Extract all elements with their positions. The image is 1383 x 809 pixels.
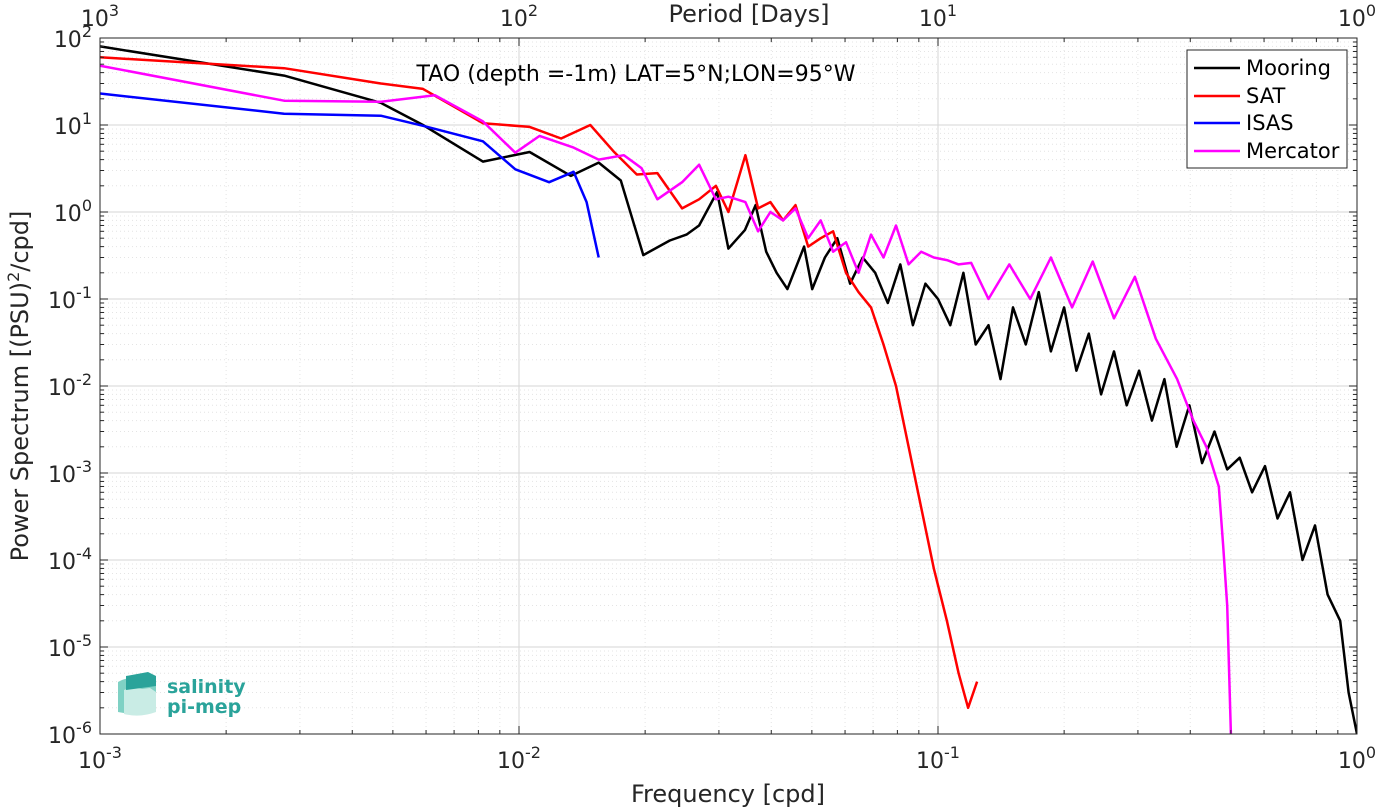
top-tick-label: 100 <box>1338 1 1376 32</box>
logo-wave-top <box>126 672 156 690</box>
y-axis-title-main: Power Spectrum [(PSU) <box>6 282 34 561</box>
salinity-pimep-logo: salinity pi-mep <box>118 672 246 718</box>
x-axis-title: Frequency [cpd] <box>631 780 825 808</box>
legend-label-mooring: Mooring <box>1246 56 1331 80</box>
y-tick-label: 102 <box>54 22 92 53</box>
y-axis-title-sup: 2 <box>4 272 23 282</box>
y-tick-label: 10-1 <box>48 283 92 314</box>
y-tick-label: 10-3 <box>48 457 92 488</box>
x-tick-label: 10-1 <box>916 743 960 774</box>
logo-line2: pi-mep <box>167 696 241 718</box>
y-axis-title: Power Spectrum [(PSU)2/cpd] <box>4 211 34 562</box>
legend-label-sat: SAT <box>1246 84 1285 108</box>
legend-label-mercator: Mercator <box>1246 139 1340 163</box>
tick-marks <box>99 37 1358 735</box>
x-tick-label: 10-2 <box>497 743 541 774</box>
chart-title: TAO (depth =-1m) LAT=5°N;LON=95°W <box>416 62 856 87</box>
series-line-mercator <box>100 64 1233 734</box>
series-layer <box>100 45 1357 734</box>
y-tick-label: 10-2 <box>48 370 92 401</box>
legend: Mooring SAT ISAS Mercator <box>1186 49 1348 169</box>
y-tick-label: 10-6 <box>48 718 92 749</box>
top-axis-title: Period [Days] <box>668 0 829 28</box>
logo-line1: salinity <box>167 676 246 698</box>
legend-box <box>1186 49 1348 169</box>
series-line-mooring <box>100 45 1357 734</box>
logo-wave-front <box>124 687 156 716</box>
series-line-isas <box>100 92 600 258</box>
x-tick-label: 100 <box>1338 743 1376 774</box>
y-axis-title-end: /cpd] <box>6 211 34 272</box>
y-tick-label: 100 <box>54 196 92 227</box>
y-tick-label: 10-4 <box>48 544 92 575</box>
top-tick-label: 103 <box>81 1 119 32</box>
legend-label-isas: ISAS <box>1246 111 1294 135</box>
y-tick-label: 10-5 <box>48 631 92 662</box>
top-tick-label: 101 <box>919 1 957 32</box>
top-tick-label: 102 <box>500 1 538 32</box>
x-tick-label: 10-3 <box>78 743 122 774</box>
series-line-sat <box>100 56 979 710</box>
y-tick-label: 101 <box>54 109 92 140</box>
